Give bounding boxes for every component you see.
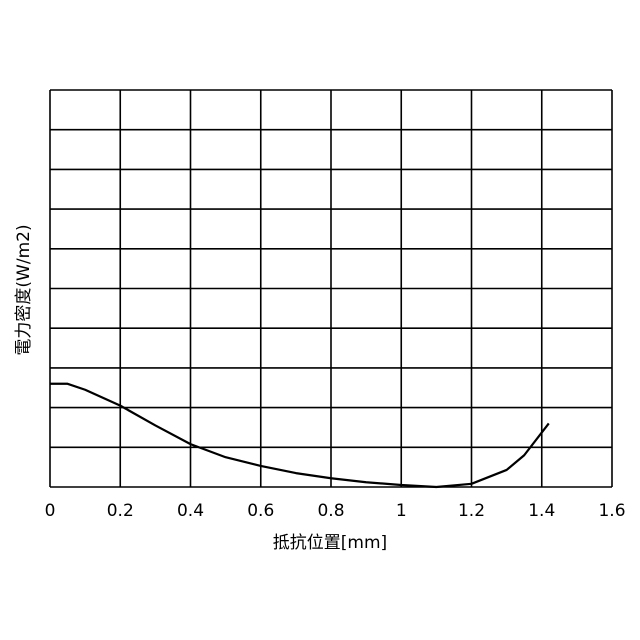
chart: 抵抗位置[mm] 電力密度(W/m2) 0 0.2 0.4 0.6 0.8 1 1.2 1.4… [0, 0, 640, 640]
x-axis-label: 抵抗位置[mm] [273, 533, 387, 553]
x-tick-label: 1 [396, 501, 407, 521]
x-tick-label: 0.4 [177, 501, 204, 521]
x-tick-label: 1.4 [528, 501, 555, 521]
x-tick-label: 0.2 [107, 501, 134, 521]
data-line [50, 384, 549, 487]
y-axis-label: 電力密度(W/m2) [14, 224, 34, 355]
x-tick-label: 1.6 [598, 501, 625, 521]
x-tick-label: 1.2 [458, 501, 485, 521]
x-tick-label: 0.8 [317, 501, 344, 521]
x-tick-label: 0.6 [247, 501, 274, 521]
x-tick-label: 0 [45, 501, 56, 521]
